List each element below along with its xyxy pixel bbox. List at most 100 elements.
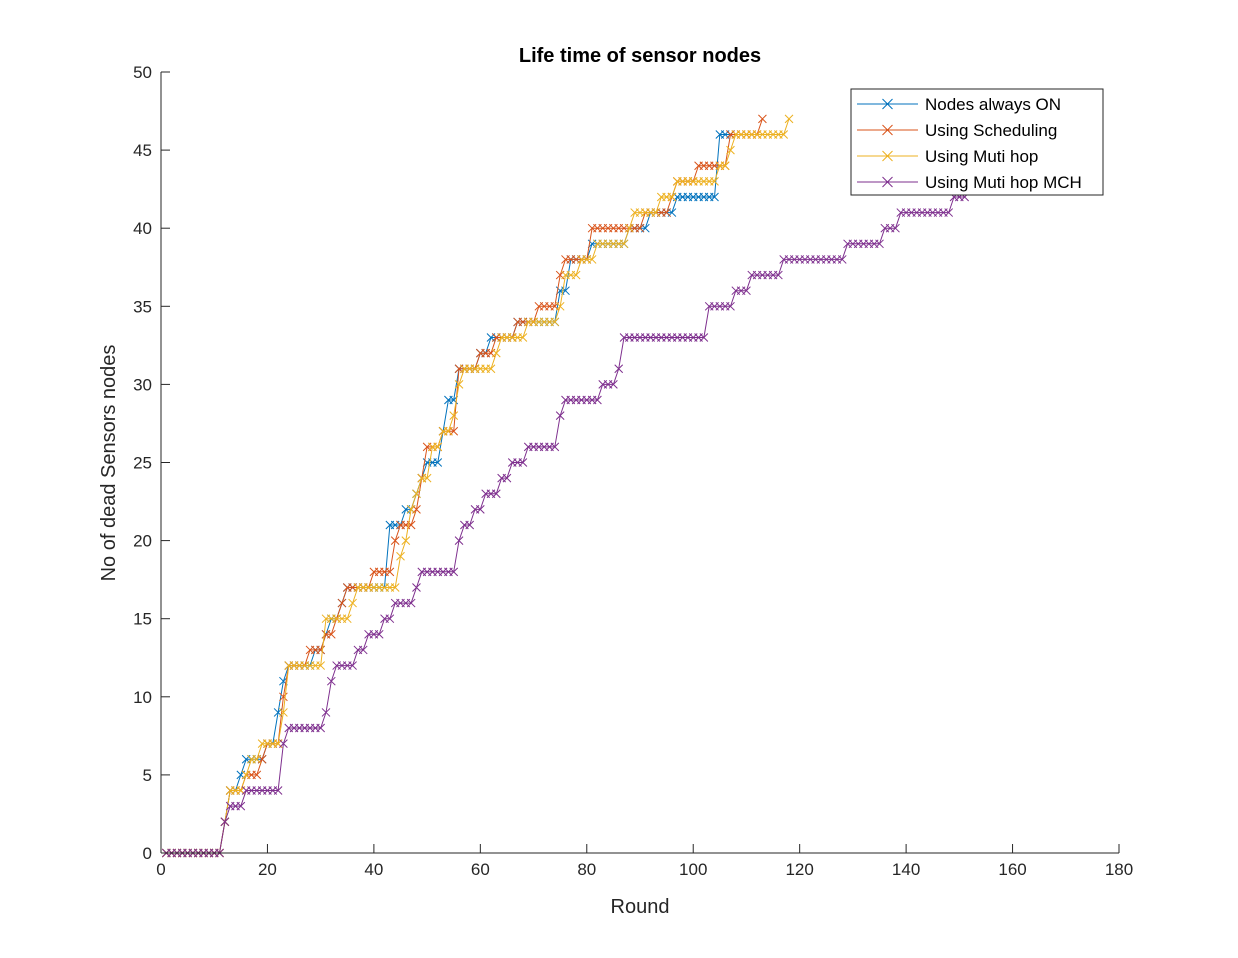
data-point xyxy=(433,458,443,467)
x-tick-label: 180 xyxy=(1105,860,1133,879)
data-point xyxy=(406,598,416,608)
data-point xyxy=(390,583,400,592)
data-point xyxy=(502,473,512,483)
legend-box xyxy=(850,88,1104,196)
data-point xyxy=(550,317,560,327)
data-point xyxy=(486,364,496,374)
data-point xyxy=(348,661,357,670)
data-point xyxy=(236,801,246,811)
data-point xyxy=(758,114,767,124)
data-point xyxy=(475,505,485,514)
data-point xyxy=(348,598,357,608)
data-point xyxy=(396,551,405,561)
legend-swatch-marker xyxy=(882,98,893,110)
y-tick-label: 35 xyxy=(133,297,152,316)
data-point xyxy=(614,364,624,374)
y-tick-label: 5 xyxy=(143,766,152,785)
data-point xyxy=(454,536,464,545)
data-point xyxy=(609,380,618,389)
legend-swatch-marker xyxy=(882,176,893,188)
data-point xyxy=(385,567,395,577)
data-point xyxy=(555,301,565,311)
x-axis-title: Round xyxy=(611,896,670,918)
data-point xyxy=(449,567,459,577)
data-point xyxy=(279,692,288,702)
data-point xyxy=(273,786,283,795)
legend-label: Using Muti hop MCH xyxy=(925,173,1082,192)
data-point xyxy=(710,192,719,202)
data-point xyxy=(454,380,464,389)
data-point xyxy=(779,130,789,139)
data-point xyxy=(699,333,709,342)
data-point xyxy=(444,426,453,436)
data-point xyxy=(449,411,459,420)
data-point xyxy=(593,395,602,405)
legend-swatch-marker xyxy=(882,124,893,136)
data-point xyxy=(518,333,528,342)
y-ticks: 0 5 10 15 20 25 30 35 40 45 50 xyxy=(133,63,170,863)
legend-items: Nodes always ON Using Scheduling Using Mut… xyxy=(857,95,1082,192)
data-point xyxy=(252,770,262,780)
series-layer xyxy=(161,114,970,858)
data-point xyxy=(342,614,352,624)
data-point xyxy=(891,223,900,233)
legend-swatch-marker xyxy=(882,150,893,162)
series-line xyxy=(166,118,790,854)
legend-label: Nodes always ON xyxy=(925,95,1061,114)
y-tick-label: 25 xyxy=(133,454,152,473)
data-point xyxy=(374,629,384,639)
legend-label: Using Muti hop xyxy=(925,147,1038,166)
data-point xyxy=(390,536,400,545)
data-point xyxy=(279,739,288,749)
data-point xyxy=(587,255,597,264)
x-tick-label: 120 xyxy=(785,860,813,879)
data-point xyxy=(412,489,421,499)
data-point xyxy=(252,754,262,764)
y-tick-label: 10 xyxy=(133,688,152,707)
data-point xyxy=(433,442,443,452)
series-4 xyxy=(161,192,970,858)
data-point xyxy=(316,661,326,670)
data-point xyxy=(241,770,251,780)
data-point xyxy=(326,676,336,686)
data-point xyxy=(401,536,411,545)
data-point xyxy=(625,223,634,233)
data-point xyxy=(326,629,336,639)
data-point xyxy=(550,442,560,452)
y-tick-label: 0 xyxy=(143,844,152,863)
data-point xyxy=(662,208,671,217)
data-point xyxy=(726,145,735,155)
y-axis-title: No of dead Sensors nodes xyxy=(98,345,120,582)
data-point xyxy=(619,239,629,249)
data-point xyxy=(651,208,661,217)
data-point xyxy=(667,192,677,202)
data-point xyxy=(555,411,565,420)
data-point xyxy=(406,505,416,514)
data-point xyxy=(837,255,847,264)
data-point xyxy=(220,817,230,827)
data-point xyxy=(635,223,645,233)
data-point xyxy=(385,614,395,624)
legend: Nodes always ON Using Scheduling Using Mut… xyxy=(850,88,1104,196)
x-tick-label: 80 xyxy=(577,860,596,879)
legend-label: Using Scheduling xyxy=(925,121,1057,140)
y-tick-label: 30 xyxy=(133,375,152,394)
data-point xyxy=(412,583,421,592)
data-point xyxy=(321,708,331,717)
data-point xyxy=(774,270,783,280)
y-tick-label: 40 xyxy=(133,219,152,238)
data-point xyxy=(465,520,475,530)
data-point xyxy=(358,645,368,655)
data-point xyxy=(720,161,730,171)
y-tick-label: 45 xyxy=(133,141,152,160)
x-tick-label: 160 xyxy=(998,860,1026,879)
data-point xyxy=(316,723,326,733)
data-point xyxy=(316,645,326,655)
y-tick-label: 50 xyxy=(133,63,152,82)
data-point xyxy=(518,458,528,467)
x-tick-label: 100 xyxy=(679,860,707,879)
x-tick-label: 20 xyxy=(258,860,277,879)
y-tick-label: 20 xyxy=(133,532,152,551)
data-point xyxy=(944,208,954,217)
